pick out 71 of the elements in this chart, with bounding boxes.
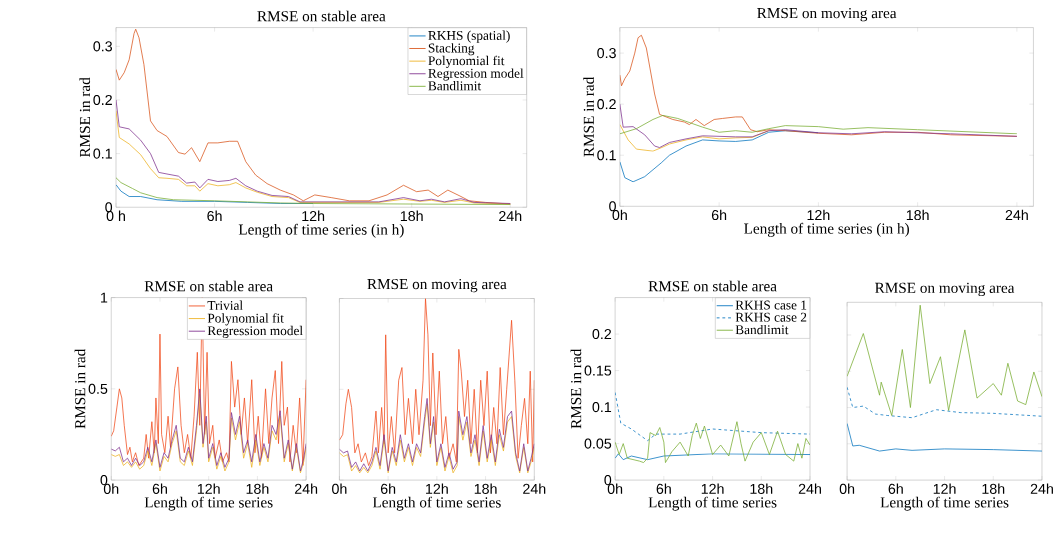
x-tick-label: 12h [426, 483, 448, 494]
y-axis-title: RMSE in rad [583, 76, 594, 157]
legend-label: Bandlimit [735, 324, 789, 335]
x-axis-title: Length of time series [144, 496, 273, 511]
y-tick-label: 0.2 [597, 99, 616, 110]
x-axis-title: Length of time series (in h) [238, 223, 404, 238]
y-axis-title: RMSE in rad [79, 77, 91, 158]
legend-label: Stacking [428, 43, 475, 56]
chart-title: RMSE on stable area [648, 280, 777, 292]
chart-title: RMSE on stable area [257, 10, 386, 22]
y-tick-label: 0.1 [592, 401, 612, 413]
x-tick-label: 18h [400, 210, 423, 222]
y-tick-label: 0.1 [597, 150, 616, 161]
legend-label: RKHS case 1 [735, 300, 807, 310]
y-axis-title: RMSE in rad [74, 348, 86, 429]
y-tick-label: 0.2 [93, 94, 112, 105]
y-tick-label: 0.3 [597, 47, 616, 59]
y-tick-label: 0.2 [592, 328, 612, 340]
chart-title: RMSE on moving area [367, 278, 507, 293]
x-tick-label: 0 h [106, 210, 125, 222]
x-tick-label: 18h [982, 483, 1005, 494]
x-tick-label: 24h [1030, 483, 1053, 494]
x-tick-label: 6h [380, 483, 396, 494]
x-axis-title: Length of time series [648, 496, 777, 511]
x-tick-label: 12h [302, 210, 325, 221]
x-tick-label: 18h [906, 209, 929, 221]
x-tick-label: 12h [197, 483, 220, 494]
y-tick-label: 0.1 [93, 148, 112, 159]
x-tick-label: 24h [523, 483, 546, 494]
legend-label: Polynomial fit [428, 55, 505, 68]
x-tick-label: 24h [294, 483, 318, 494]
chart-title: RMSE on moving area [757, 7, 897, 22]
legend-label: Regression model [428, 68, 524, 81]
legend-label: Bandlimit [428, 80, 482, 91]
x-tick-label: 6h [207, 210, 222, 222]
x-tick-label: 6h [656, 483, 671, 494]
x-tick-label: 12h [807, 209, 830, 220]
x-tick-label: 24h [1005, 209, 1028, 220]
chart-title: RMSE on moving area [875, 282, 1015, 297]
x-tick-label: 18h [474, 483, 497, 494]
y-tick-label: 0.5 [88, 383, 108, 394]
line-series [615, 421, 811, 463]
legend-label: RKHS case 2 [735, 312, 807, 322]
x-tick-label: 12h [933, 483, 956, 494]
y-tick-label: 0.05 [584, 438, 612, 449]
legend-label: Regression model [207, 325, 303, 338]
series-label: Trivial [207, 300, 243, 310]
x-tick-label: 18h [750, 483, 773, 494]
y-tick-label: 0.15 [584, 365, 612, 376]
y-tick-label: 0.3 [93, 41, 113, 52]
legend-label: RKHS (spatial) [428, 30, 510, 43]
x-tick-label: 24h [798, 483, 821, 494]
x-tick-label: 24h [499, 210, 522, 221]
x-tick-label: 6h [711, 209, 727, 221]
line-series [619, 114, 1018, 135]
x-tick-label: 12h [701, 483, 724, 494]
legend-label: Polynomial fit [207, 313, 284, 326]
x-axis-title: Length of time series [372, 496, 501, 511]
y-tick-label: 1 [101, 292, 108, 303]
line-series [619, 124, 770, 152]
x-tick-label: 0h [839, 483, 855, 494]
x-tick-label: 18h [246, 483, 269, 494]
x-tick-label: 6h [888, 483, 903, 494]
y-tick-label: 0 [100, 474, 108, 486]
x-axis-title: Length of time series [880, 496, 1009, 511]
chart-title: RMSE on stable area [144, 280, 273, 292]
x-tick-label: 0h [103, 483, 119, 494]
x-tick-label: 6h [152, 483, 167, 494]
x-tick-label: 0h [332, 483, 347, 494]
y-axis-title: RMSE in rad [570, 348, 582, 429]
x-axis-title: Length of time series (in h) [744, 222, 909, 237]
